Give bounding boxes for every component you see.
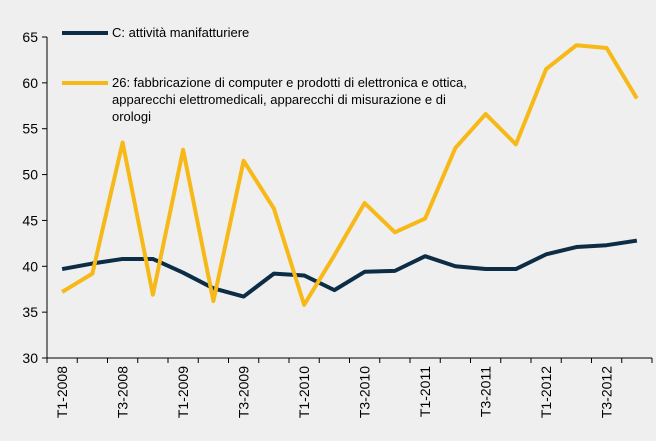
y-tick-label: 55 (22, 121, 38, 137)
x-tick-label: T1-2009 (175, 366, 191, 418)
y-tick-label: 60 (22, 75, 38, 91)
x-tick-label: T3-2010 (357, 366, 373, 418)
x-tick-label: T1-2008 (54, 366, 70, 418)
x-tick-label: T1-2011 (417, 366, 433, 417)
x-tick-label: T3-2011 (478, 366, 494, 417)
y-tick-label: 40 (22, 258, 38, 274)
y-tick-label: 50 (22, 167, 38, 183)
legend-label: C: attività manifatturiere (112, 25, 250, 40)
x-tick-label: T3-2009 (236, 366, 252, 418)
y-tick-label: 30 (22, 350, 38, 366)
x-tick-label: T1-2010 (296, 366, 312, 418)
x-tick-label: T3-2008 (115, 366, 131, 418)
x-tick-label: T1-2012 (538, 366, 554, 418)
y-tick-label: 45 (22, 212, 38, 228)
series-line (61, 43, 639, 307)
y-tick-label: 65 (22, 29, 38, 45)
legend-label: 26: fabbricazione di computer e prodotti… (112, 75, 467, 124)
x-tick-label: T3-2012 (599, 366, 615, 418)
y-tick-label: 35 (22, 304, 38, 320)
